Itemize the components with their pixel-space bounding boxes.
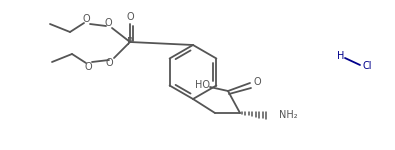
Text: O: O bbox=[82, 14, 90, 24]
Text: H: H bbox=[337, 51, 345, 61]
Text: O: O bbox=[126, 12, 134, 22]
Text: O: O bbox=[84, 62, 92, 72]
Text: P: P bbox=[127, 37, 133, 47]
Text: O: O bbox=[104, 18, 112, 28]
Text: O: O bbox=[105, 58, 113, 68]
Text: Cl: Cl bbox=[362, 61, 372, 71]
Text: NH₂: NH₂ bbox=[279, 110, 297, 120]
Text: HO: HO bbox=[194, 80, 209, 90]
Text: O: O bbox=[253, 77, 261, 87]
